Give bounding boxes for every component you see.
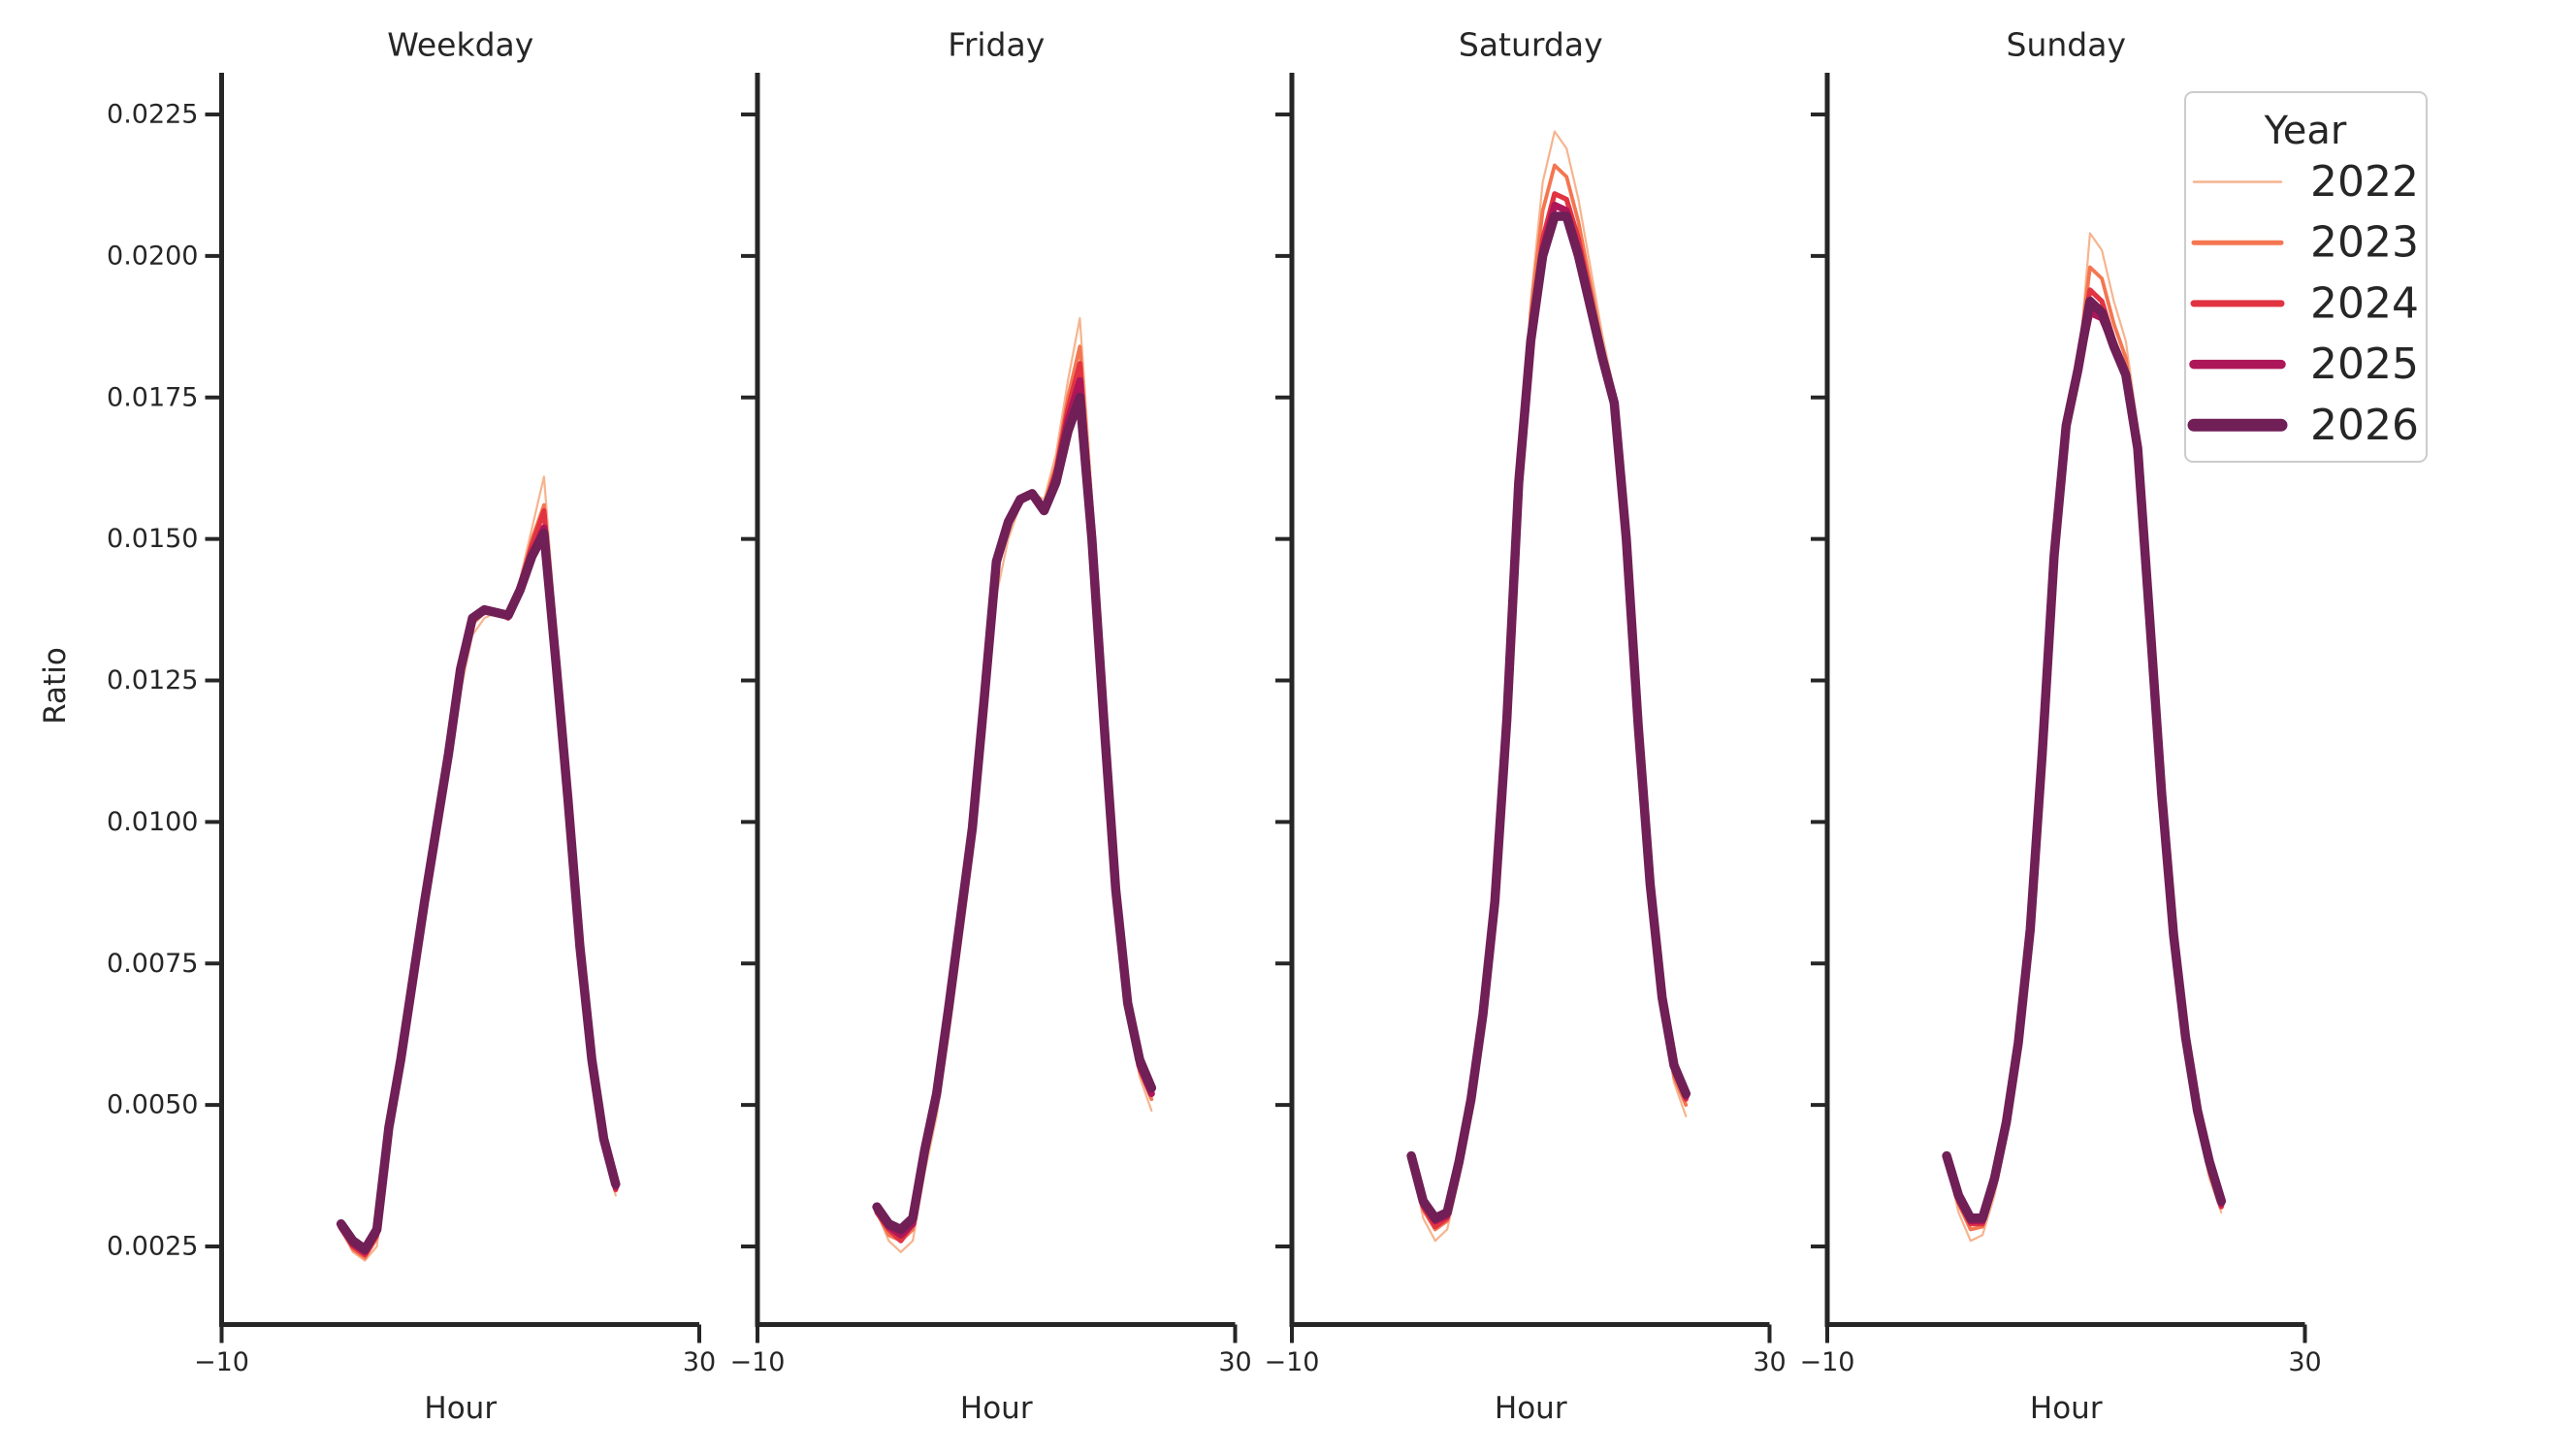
legend-label: 2024 [2310, 278, 2419, 328]
y-tick-label: 0.0225 [107, 100, 198, 130]
series-line-sunday-2026 [1942, 296, 2227, 1223]
panel-title: Weekday [387, 26, 533, 64]
panel-weekday: Weekday 0.0225 0.0200 0.0175 0.0150 0.0125 0.0… [107, 26, 716, 1427]
legend-entry: 2024 [2190, 278, 2419, 328]
y-tick-label: 0.0125 [107, 665, 198, 695]
y-tick-label: 0.0150 [107, 524, 198, 554]
panel-title: Friday [948, 26, 1045, 64]
x-axis-label: Hour [424, 1391, 497, 1426]
legend-label: 2026 [2310, 401, 2419, 450]
x-tick-label: 30 [2288, 1347, 2321, 1377]
x-axis-label: Hour [2030, 1391, 2103, 1426]
x-tick-label: 30 [1753, 1347, 1786, 1377]
legend-entry: 2022 [2192, 157, 2419, 207]
x-tick-label: 30 [683, 1347, 716, 1377]
y-axis-label: Ratio [38, 647, 73, 725]
legend-label: 2023 [2310, 218, 2419, 268]
panel-title: Saturday [1459, 26, 1603, 64]
x-axis-label: Hour [960, 1391, 1033, 1426]
y-tick-label: 0.0100 [107, 807, 198, 837]
panel-sunday: Sunday −10 30 Hour [1800, 26, 2322, 1427]
panel-title: Sunday [2007, 26, 2126, 64]
y-tick-label: 0.0200 [107, 241, 198, 271]
legend-label: 2025 [2310, 340, 2419, 389]
series-line-friday-2026 [872, 392, 1157, 1235]
y-tick-label: 0.0175 [107, 382, 198, 412]
series-line-weekday-2026 [336, 529, 621, 1254]
x-tick-label: −10 [1265, 1347, 1320, 1377]
x-tick-label: −10 [1800, 1347, 1855, 1377]
panel-saturday: Saturday −10 30 Hour [1265, 26, 1787, 1427]
x-tick-label: −10 [730, 1347, 786, 1377]
legend-title: Year [2264, 109, 2347, 153]
y-tick-label: 0.0050 [107, 1090, 198, 1120]
legend-entry: 2025 [2189, 340, 2419, 389]
legend-entry: 2026 [2187, 401, 2419, 450]
x-tick-label: 30 [1218, 1347, 1251, 1377]
panel-friday: Friday −10 30 Hour [730, 26, 1252, 1427]
y-tick-label: 0.0025 [107, 1232, 198, 1262]
x-axis-label: Hour [1495, 1391, 1567, 1426]
legend-entry: 2023 [2191, 218, 2419, 268]
y-tick-label: 0.0075 [107, 949, 198, 979]
legend-label: 2022 [2310, 157, 2419, 207]
legend-box [2184, 91, 2428, 463]
x-tick-label: −10 [194, 1347, 249, 1377]
series-line-saturday-2026 [1406, 211, 1691, 1223]
